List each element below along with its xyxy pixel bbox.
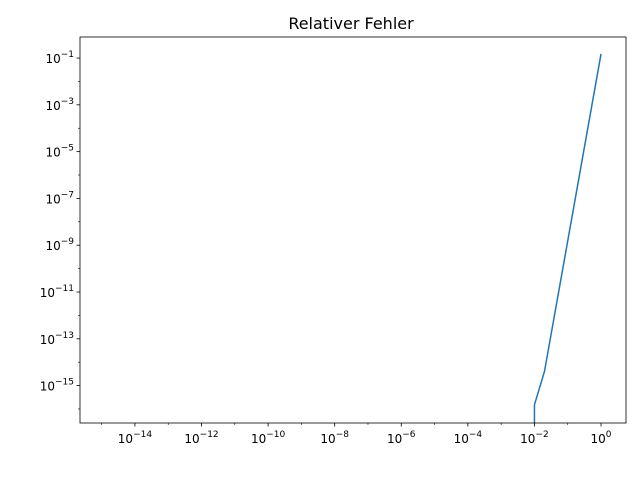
y-tick-label: 10−5: [45, 144, 74, 160]
x-tick-label: 10−2: [520, 430, 549, 446]
y-tick-label: 10−15: [40, 378, 74, 394]
y-axis: 10−15 10−13 10−11 10−9 10−7 10−5 10−3 10−1: [40, 50, 80, 410]
series-line: [533, 53, 602, 423]
y-tick-label: 10−1: [45, 50, 74, 66]
x-tick-label: 10−10: [251, 430, 286, 446]
y-tick-label: 10−9: [45, 237, 74, 253]
x-tick-label: 10−14: [118, 430, 153, 446]
series-layer: [533, 53, 602, 423]
y-tick-label: 10−3: [45, 97, 74, 113]
x-axis: 10−14 10−12 10−10 10−8 10−6 10−4 10−2 100: [101, 423, 612, 446]
axes-frame: [79, 36, 627, 424]
y-tick-label: 10−13: [40, 331, 74, 347]
x-tick-label: 100: [591, 430, 612, 446]
chart-title: Relativer Fehler: [288, 14, 414, 33]
x-tick-label: 10−8: [320, 430, 349, 446]
x-tick-label: 10−12: [184, 430, 218, 446]
y-tick-label: 10−7: [45, 190, 74, 206]
y-tick-label: 10−11: [40, 284, 74, 300]
x-tick-label: 10−6: [387, 430, 416, 446]
x-tick-label: 10−4: [454, 430, 483, 446]
